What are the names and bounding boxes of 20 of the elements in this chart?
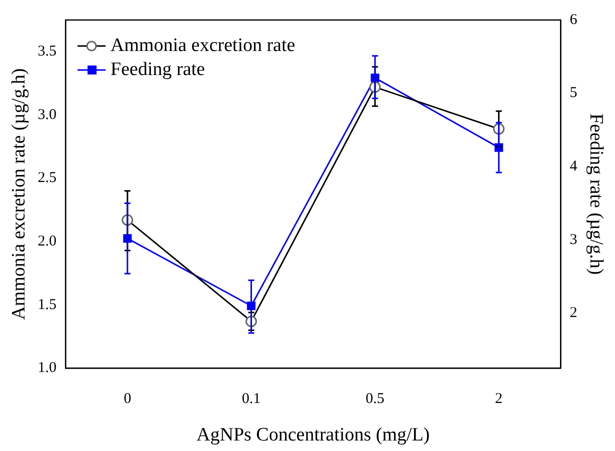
y-tick-label: 1.5 (38, 296, 57, 313)
y2-axis-title: Feeding rate (µg/g.h) (586, 113, 607, 275)
y2-tick-label: 3 (570, 232, 578, 248)
y-tick-label: 2.0 (38, 234, 57, 250)
legend-label: Ammonia excretion rate (110, 34, 296, 56)
y2-tick-label: 6 (570, 12, 578, 28)
y-tick-label: 3.5 (38, 44, 57, 60)
x-tick-label: 0 (124, 391, 132, 408)
x-tick-label: 2 (495, 391, 503, 408)
y-tick-label: 3.0 (38, 106, 57, 123)
y2-tick-label: 4 (570, 158, 578, 175)
x-axis-title: AgNPs Concentrations (mg/L) (196, 424, 430, 446)
y-axis-title: Ammonia excretion rate (µg/g.h) (8, 68, 30, 320)
y-tick-label: 1.0 (38, 360, 57, 376)
x-tick-label: 0.5 (366, 391, 384, 408)
y-tick-label: 2.5 (38, 170, 57, 186)
y2-tick-label: 2 (570, 305, 578, 322)
y2-tick-label: 5 (570, 85, 578, 102)
legend-label: Feeding rate (110, 58, 205, 80)
x-tick-label: 0.1 (242, 391, 261, 408)
